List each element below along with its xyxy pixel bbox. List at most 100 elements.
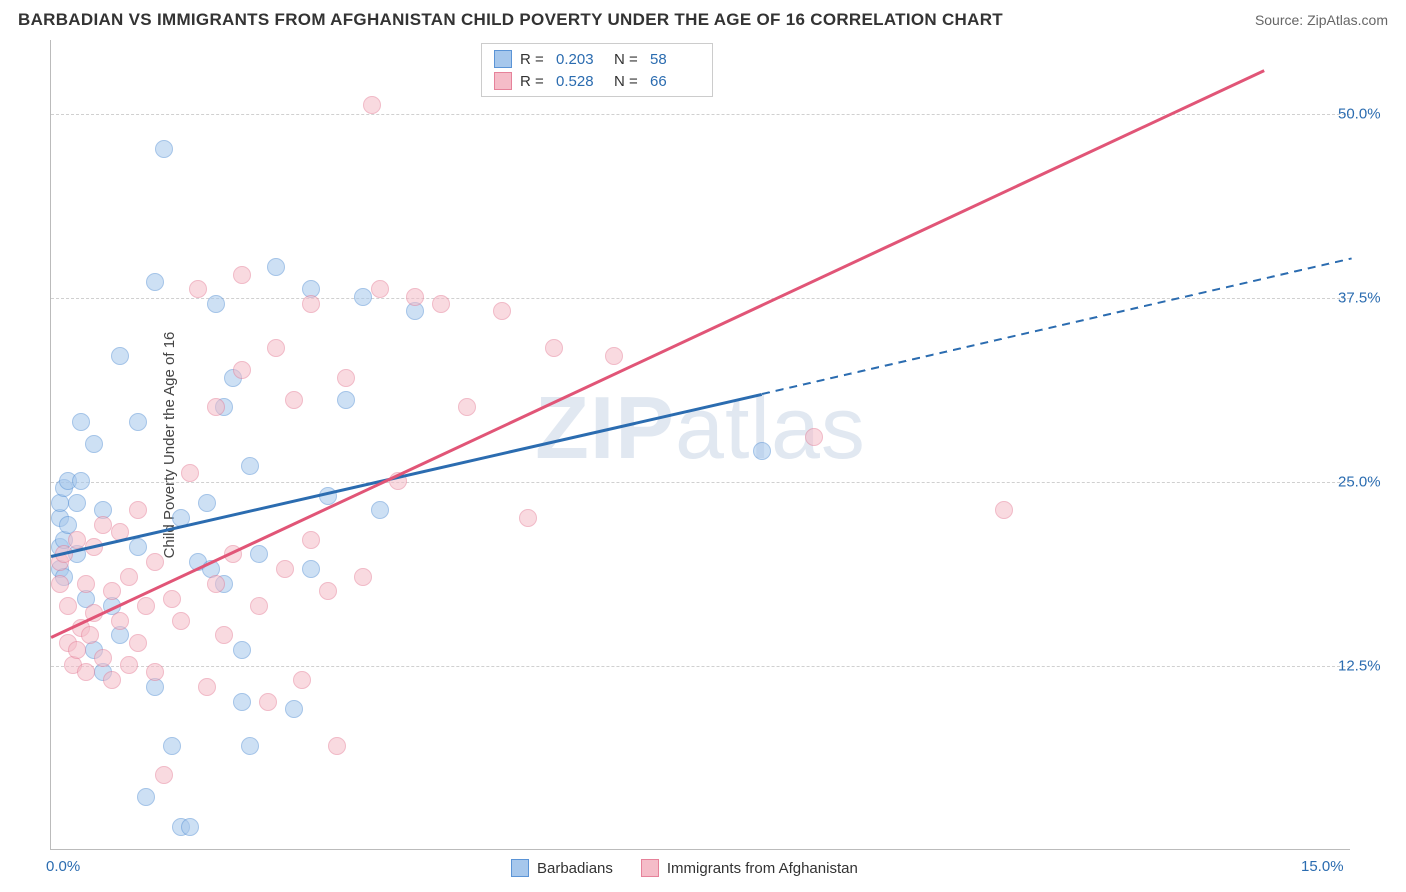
data-point xyxy=(137,597,155,615)
data-point xyxy=(94,516,112,534)
data-point xyxy=(77,663,95,681)
legend-label: Barbadians xyxy=(537,860,613,877)
legend-item: Immigrants from Afghanistan xyxy=(641,859,858,877)
data-point xyxy=(302,531,320,549)
data-point xyxy=(68,641,86,659)
plot-area: ZIPatlas R = 0.203 N = 58 R = 0.528 N = … xyxy=(50,40,1350,850)
data-point xyxy=(68,531,86,549)
legend-r-value: 0.203 xyxy=(556,51,606,68)
chart-source: Source: ZipAtlas.com xyxy=(1255,12,1388,28)
data-point xyxy=(111,612,129,630)
legend-swatch-blue xyxy=(494,50,512,68)
data-point xyxy=(77,575,95,593)
legend-item: Barbadians xyxy=(511,859,613,877)
data-point xyxy=(146,663,164,681)
data-point xyxy=(68,494,86,512)
y-tick-label: 37.5% xyxy=(1338,289,1398,306)
data-point xyxy=(129,501,147,519)
legend-series: Barbadians Immigrants from Afghanistan xyxy=(511,859,858,877)
legend-r-value: 0.528 xyxy=(556,73,606,90)
x-tick-label: 0.0% xyxy=(46,858,80,875)
data-point xyxy=(241,457,259,475)
data-point xyxy=(103,671,121,689)
data-point xyxy=(59,597,77,615)
data-point xyxy=(198,678,216,696)
legend-stats-row: R = 0.528 N = 66 xyxy=(494,70,700,92)
data-point xyxy=(207,295,225,313)
data-point xyxy=(753,442,771,460)
chart-title: BARBADIAN VS IMMIGRANTS FROM AFGHANISTAN… xyxy=(18,10,1003,30)
data-point xyxy=(363,96,381,114)
trend-line xyxy=(50,70,1264,639)
legend-swatch-blue xyxy=(511,859,529,877)
data-point xyxy=(146,273,164,291)
chart-container: Child Poverty Under the Age of 16 ZIPatl… xyxy=(50,40,1390,850)
data-point xyxy=(85,435,103,453)
data-point xyxy=(207,575,225,593)
data-point xyxy=(493,302,511,320)
data-point xyxy=(120,568,138,586)
data-point xyxy=(545,339,563,357)
trend-line xyxy=(51,393,762,557)
data-point xyxy=(51,575,69,593)
data-point xyxy=(371,280,389,298)
data-point xyxy=(267,258,285,276)
data-point xyxy=(519,509,537,527)
legend-n-value: 66 xyxy=(650,73,700,90)
data-point xyxy=(250,597,268,615)
trend-line xyxy=(761,258,1351,395)
legend-label: Immigrants from Afghanistan xyxy=(667,860,858,877)
data-point xyxy=(458,398,476,416)
data-point xyxy=(72,413,90,431)
data-point xyxy=(155,766,173,784)
data-point xyxy=(285,700,303,718)
data-point xyxy=(241,737,259,755)
data-point xyxy=(207,398,225,416)
data-point xyxy=(233,641,251,659)
data-point xyxy=(129,413,147,431)
x-tick-label: 15.0% xyxy=(1301,858,1344,875)
legend-r-label: R = xyxy=(520,73,548,90)
y-tick-label: 50.0% xyxy=(1338,105,1398,122)
data-point xyxy=(94,649,112,667)
data-point xyxy=(111,347,129,365)
gridline xyxy=(51,666,1350,667)
data-point xyxy=(103,582,121,600)
data-point xyxy=(81,626,99,644)
legend-n-label: N = xyxy=(614,51,642,68)
data-point xyxy=(406,288,424,306)
data-point xyxy=(337,391,355,409)
legend-n-label: N = xyxy=(614,73,642,90)
data-point xyxy=(233,266,251,284)
data-point xyxy=(328,737,346,755)
data-point xyxy=(319,582,337,600)
data-point xyxy=(163,737,181,755)
y-tick-label: 12.5% xyxy=(1338,657,1398,674)
data-point xyxy=(120,656,138,674)
y-tick-label: 25.0% xyxy=(1338,473,1398,490)
data-point xyxy=(805,428,823,446)
data-point xyxy=(155,140,173,158)
legend-r-label: R = xyxy=(520,51,548,68)
data-point xyxy=(276,560,294,578)
data-point xyxy=(250,545,268,563)
data-point xyxy=(72,472,90,490)
data-point xyxy=(432,295,450,313)
data-point xyxy=(163,590,181,608)
data-point xyxy=(233,361,251,379)
gridline xyxy=(51,298,1350,299)
data-point xyxy=(354,568,372,586)
legend-swatch-pink xyxy=(494,72,512,90)
data-point xyxy=(181,818,199,836)
gridline xyxy=(51,114,1350,115)
data-point xyxy=(129,634,147,652)
data-point xyxy=(189,280,207,298)
gridline xyxy=(51,482,1350,483)
data-point xyxy=(302,560,320,578)
data-point xyxy=(285,391,303,409)
data-point xyxy=(354,288,372,306)
chart-header: BARBADIAN VS IMMIGRANTS FROM AFGHANISTAN… xyxy=(0,0,1406,36)
legend-swatch-pink xyxy=(641,859,659,877)
data-point xyxy=(302,295,320,313)
data-point xyxy=(146,553,164,571)
